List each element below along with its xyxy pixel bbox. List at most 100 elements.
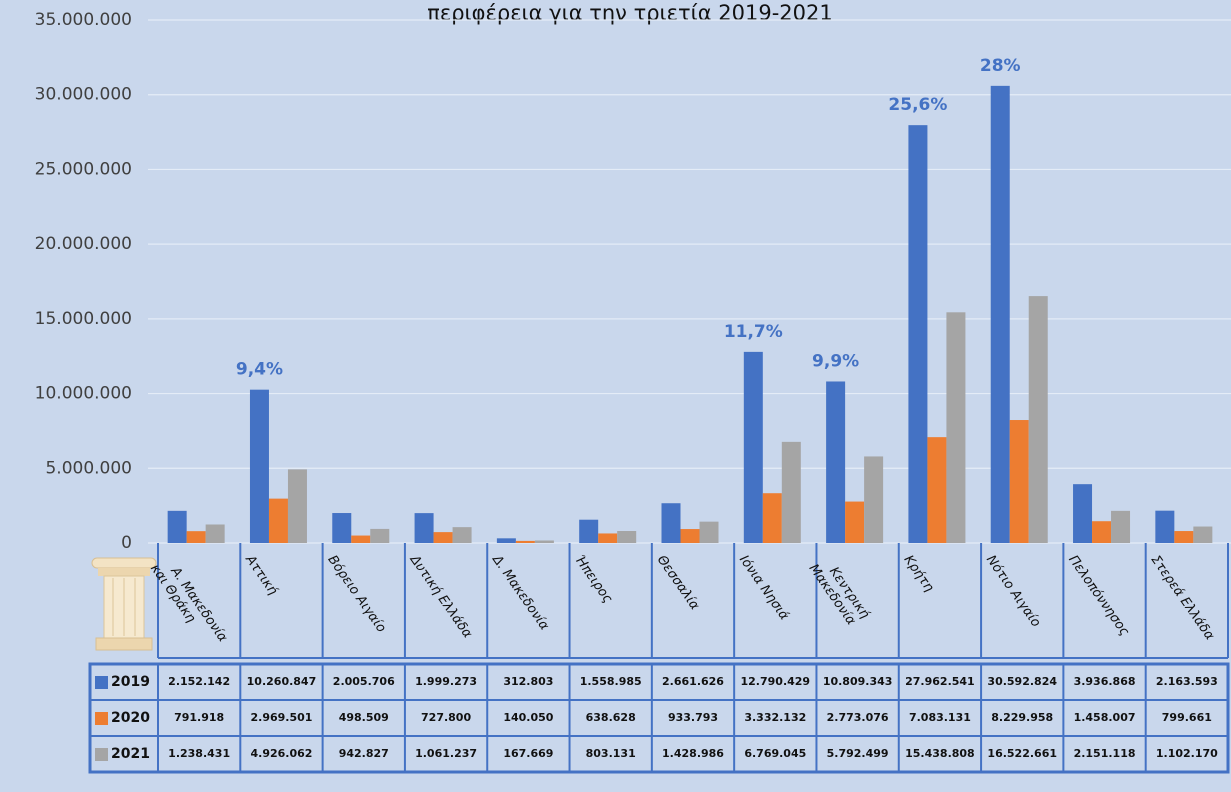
bar: [370, 529, 389, 543]
table-cell: 2.969.501: [250, 711, 312, 724]
share-label: 11,7%: [724, 322, 783, 342]
table-cell: 1.999.273: [415, 675, 477, 688]
table-cell: 799.661: [1162, 711, 1212, 724]
bar: [864, 456, 883, 543]
x-tick-label: Θεσσαλία: [654, 553, 703, 614]
y-tick-label: 10.000.000: [35, 384, 132, 404]
legend-label: 2019: [111, 674, 150, 690]
bar: [332, 513, 351, 543]
table-cell: 16.522.661: [987, 747, 1057, 760]
table-cell: 2.661.626: [662, 675, 724, 688]
bar: [826, 381, 845, 543]
table-cell: 1.102.170: [1156, 747, 1218, 760]
bar: [1193, 527, 1212, 543]
table-cell: 2.005.706: [333, 675, 395, 688]
x-tick-label: Αττική: [242, 552, 281, 599]
bar: [662, 503, 681, 543]
table-cell: 3.332.132: [744, 711, 806, 724]
y-tick-label: 15.000.000: [35, 309, 132, 329]
table-cell: 7.083.131: [909, 711, 971, 724]
x-tick-label: Α. Μακεδονίακαι Θράκη: [148, 553, 231, 654]
table-cell: 6.769.045: [744, 747, 806, 760]
table-cell: 27.962.541: [905, 675, 975, 688]
share-label: 9,4%: [236, 360, 283, 380]
x-tick-label: Πελοπόννησος: [1065, 553, 1132, 640]
bar: [782, 442, 801, 543]
table-cell: 12.790.429: [741, 675, 811, 688]
table-cell: 2.163.593: [1156, 675, 1218, 688]
bar: [946, 312, 965, 543]
table-cell: 5.792.499: [827, 747, 889, 760]
y-tick-label: 30.000.000: [35, 85, 132, 105]
bar: [1155, 511, 1174, 543]
bar: [535, 540, 554, 543]
x-tick-label: Δυτική Ελλάδα: [406, 552, 475, 642]
table-cell: 167.669: [503, 747, 553, 760]
x-tick-label: Ήπειρος: [571, 553, 615, 607]
bar: [991, 86, 1010, 543]
table-cell: 2.773.076: [827, 711, 889, 724]
bar: [845, 502, 864, 543]
table-cell: 727.800: [421, 711, 471, 724]
legend-key: [95, 712, 108, 725]
bar: [908, 125, 927, 543]
table-cell: 638.628: [586, 711, 636, 724]
pillar-icon: [92, 558, 156, 650]
table-cell: 2.152.142: [168, 675, 230, 688]
table-cell: 1.061.237: [415, 747, 477, 760]
x-tick-label: Κρήτη: [901, 553, 937, 595]
chart: περιφέρεια για την τριετία 2019-2021 05.…: [0, 0, 1231, 792]
bar: [269, 499, 288, 543]
bar: [453, 527, 472, 543]
table-cell: 10.809.343: [823, 675, 893, 688]
legend-label: 2020: [111, 710, 150, 726]
bar: [1029, 296, 1048, 543]
legend-label: 2021: [111, 746, 150, 762]
table-cell: 498.509: [339, 711, 389, 724]
bar: [415, 513, 434, 543]
y-tick-label: 5.000.000: [45, 458, 132, 478]
bar: [1174, 531, 1193, 543]
bar: [927, 437, 946, 543]
legend-key: [95, 676, 108, 689]
table-cell: 2.151.118: [1074, 747, 1136, 760]
bar: [288, 469, 307, 543]
table-cell: 30.592.824: [987, 675, 1057, 688]
bar: [250, 390, 269, 543]
table-cell: 1.558.985: [580, 675, 642, 688]
table-cell: 1.458.007: [1074, 711, 1136, 724]
bar: [579, 520, 598, 543]
bar: [1092, 521, 1111, 543]
bar: [516, 541, 535, 543]
bar: [206, 524, 225, 543]
bar: [744, 352, 763, 543]
bar: [700, 522, 719, 543]
table-cell: 1.238.431: [168, 747, 230, 760]
table-cell: 8.229.958: [991, 711, 1053, 724]
y-tick-label: 20.000.000: [35, 234, 132, 254]
legend-key: [95, 748, 108, 761]
x-tick-label: Νότιο Αιγαίο: [983, 553, 1043, 630]
share-label: 25,6%: [888, 95, 947, 115]
bar: [168, 511, 187, 543]
share-label: 28%: [980, 56, 1021, 76]
bar: [497, 538, 516, 543]
bar: [598, 533, 617, 543]
y-tick-label: 35.000.000: [35, 10, 132, 30]
share-label: 9,9%: [812, 351, 859, 371]
table-cell: 10.260.847: [247, 675, 317, 688]
bar: [617, 531, 636, 543]
x-tick-label: Βόρειο Αιγαίο: [324, 553, 388, 636]
bar: [434, 532, 453, 543]
table-cell: 15.438.808: [905, 747, 975, 760]
table-cell: 312.803: [503, 675, 553, 688]
table-cell: 803.131: [586, 747, 636, 760]
table-cell: 942.827: [339, 747, 389, 760]
table-cell: 140.050: [503, 711, 553, 724]
y-tick-label: 25.000.000: [35, 159, 132, 179]
y-tick-label: 0: [121, 533, 132, 553]
bar: [681, 529, 700, 543]
x-tick-label: Ιόνια Νησιά: [736, 553, 792, 624]
bar: [1111, 511, 1130, 543]
bar: [1010, 420, 1029, 543]
